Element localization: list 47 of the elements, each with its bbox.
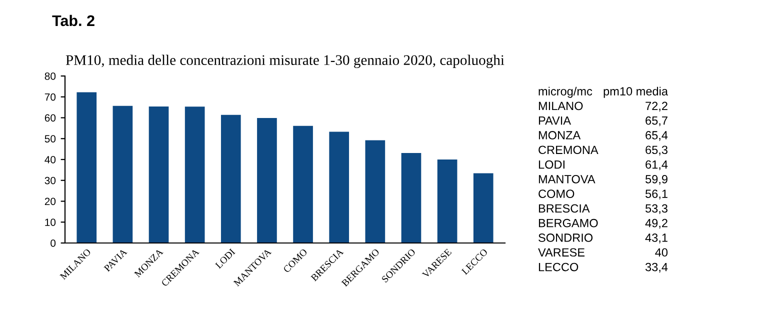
category-label: MANTOVA	[538, 174, 596, 184]
category-label: BRESCIA	[538, 204, 590, 213]
bar	[112, 106, 133, 243]
bar	[184, 106, 205, 243]
bar	[437, 160, 458, 243]
text: 65,7	[646, 116, 668, 126]
category-label: SONDRIO	[538, 234, 593, 242]
text: 49,2	[645, 218, 668, 229]
category-label: BERGAMO	[538, 218, 598, 228]
bar	[293, 126, 313, 243]
bar	[257, 118, 277, 243]
y-tick-label: 60	[44, 114, 56, 122]
y-tick-label: 30	[44, 176, 56, 184]
y-tick-label: 80	[44, 72, 56, 80]
y-tick-label: 10	[45, 218, 56, 226]
category-label: PAVIA	[538, 116, 572, 125]
category-label: MILANO	[538, 102, 583, 110]
bar	[401, 153, 422, 243]
text: 65,3	[646, 146, 668, 156]
y-tick-label: 70	[44, 93, 56, 101]
category-label: COMO	[538, 190, 574, 198]
text: 65,4	[646, 131, 668, 141]
text: 40	[655, 248, 668, 257]
text: 59,9	[645, 174, 668, 185]
text: 53,3	[645, 204, 668, 214]
text: 33,4	[645, 262, 668, 273]
text: pm10 media	[604, 86, 668, 98]
text: 61,4	[646, 160, 668, 170]
y-tick-label: 20	[44, 198, 56, 206]
bar	[148, 106, 169, 243]
text: microg/mc	[538, 86, 592, 98]
category-label: LODI	[538, 160, 564, 169]
y-tick-label: 40	[44, 156, 56, 164]
bar	[220, 114, 241, 243]
bar	[329, 132, 350, 243]
caption: Tab. 2	[52, 14, 94, 26]
chart-title: PM10, media delle concentrazioni misurate 1-30 gennaio 2020, capoluoghi	[66, 54, 504, 68]
y-tick-label: 50	[44, 135, 56, 142]
category-label: MONZA	[538, 131, 581, 140]
text: 43,1	[645, 234, 668, 244]
bar	[473, 173, 494, 243]
bar	[365, 140, 386, 243]
text: 72,2	[646, 102, 668, 112]
bar	[76, 92, 97, 243]
text: 56,1	[645, 190, 668, 200]
category-label: CREMONA	[538, 146, 598, 154]
y-tick-label: 0	[50, 240, 56, 247]
